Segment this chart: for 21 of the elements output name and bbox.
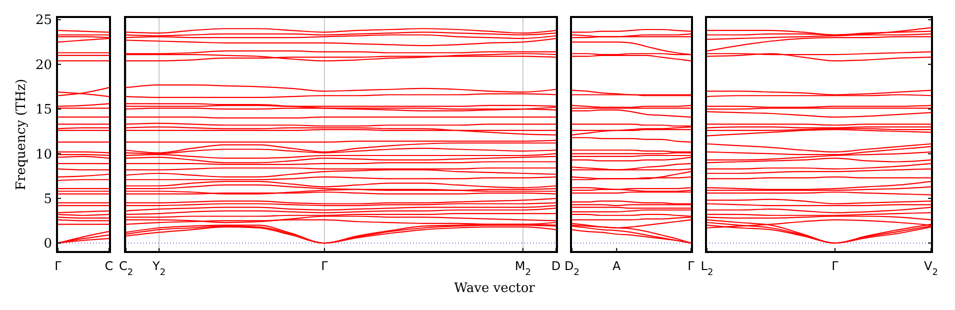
x-tick-label: V$_{2}$ <box>924 259 938 278</box>
y-tick-label: 0 <box>44 236 52 252</box>
x-tick-label: D$_{2}$ <box>564 259 580 278</box>
x-tick-label: D <box>551 259 561 273</box>
y-axis-title: Frequency (THz) <box>14 78 29 190</box>
x-tick-label: C <box>104 259 114 273</box>
x-tick-label: C$_{2}$ <box>118 259 134 278</box>
x-tick-label: Γ <box>54 259 62 273</box>
x-tick-label: A <box>612 259 622 273</box>
x-tick-label: Y$_{2}$ <box>152 259 166 278</box>
y-tick-label: 15 <box>35 102 52 118</box>
x-tick-label: Γ <box>688 259 695 273</box>
x-tick-label: M$_{2}$ <box>514 259 531 278</box>
y-tick-label: 5 <box>44 192 52 207</box>
y-tick-label: 10 <box>35 147 52 162</box>
y-tick-label: 25 <box>35 13 52 28</box>
x-tick-label: Γ <box>321 259 328 273</box>
x-tick-label: L$_{2}$ <box>700 259 714 278</box>
x-axis-title: Wave vector <box>454 281 536 296</box>
y-tick-label: 20 <box>35 58 52 73</box>
x-tick-label: Γ <box>832 259 839 273</box>
